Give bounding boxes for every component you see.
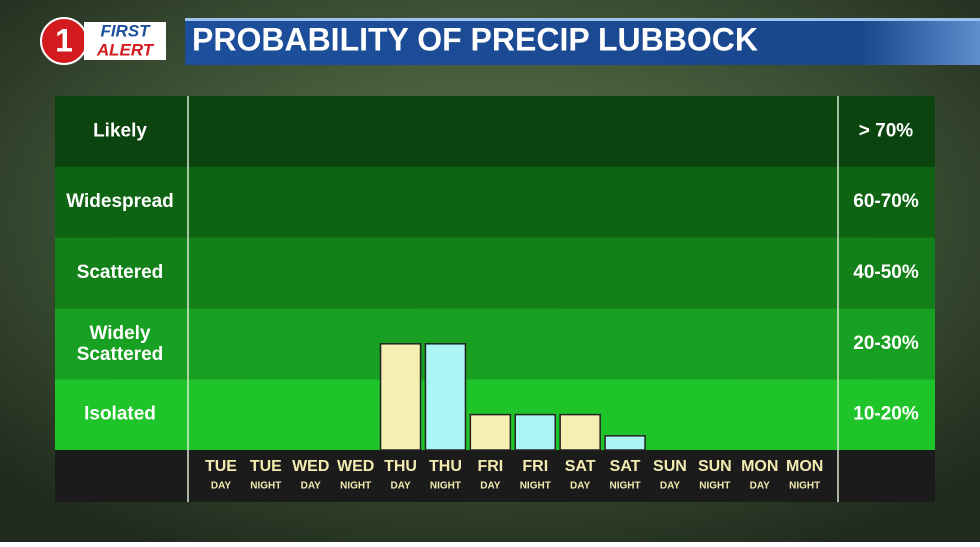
band-range: 40-50%: [853, 262, 919, 283]
category-sublabel: NIGHT: [609, 481, 640, 492]
band: [55, 96, 935, 167]
band-range: 10-20%: [853, 404, 919, 425]
category-label: THU: [384, 458, 417, 475]
category-sublabel: NIGHT: [520, 481, 551, 492]
category-sublabel: DAY: [480, 481, 501, 492]
category-sublabel: DAY: [750, 481, 771, 492]
category-sublabel: NIGHT: [250, 481, 281, 492]
band: [55, 166, 935, 238]
category-label: FRI: [477, 458, 503, 475]
title-bar: [185, 18, 980, 65]
category-strip: [55, 450, 935, 502]
category-label: TUE: [205, 458, 237, 475]
category-label: SAT: [565, 458, 596, 475]
category-sublabel: NIGHT: [699, 481, 730, 492]
bar: [424, 343, 467, 451]
category-label: SUN: [653, 458, 687, 475]
band-range: > 70%: [859, 120, 914, 141]
category-sublabel: DAY: [301, 481, 322, 492]
title-bar-edge: [185, 18, 980, 21]
category-sublabel: NIGHT: [789, 481, 820, 492]
logo-line2: ALERT: [96, 40, 155, 59]
category-label: MON: [786, 458, 823, 475]
category-label: TUE: [250, 458, 282, 475]
band-range: 60-70%: [853, 191, 919, 212]
category-sublabel: DAY: [660, 481, 681, 492]
category-sublabel: DAY: [211, 481, 232, 492]
category-sublabel: DAY: [570, 481, 591, 492]
band-name: Widely Scattered: [77, 323, 164, 365]
logo-number: 1: [55, 22, 73, 58]
title: PROBABILITY OF PRECIP LUBBOCK: [192, 21, 758, 57]
logo-line1: FIRST: [100, 21, 151, 40]
category-label: SAT: [610, 458, 641, 475]
band: [55, 308, 935, 380]
band-name: Likely: [93, 120, 147, 141]
bar: [469, 413, 512, 451]
category-label: FRI: [522, 458, 548, 475]
band-name: Scattered: [77, 262, 164, 283]
category-label: WED: [292, 458, 329, 475]
bar: [604, 435, 646, 451]
category-label: WED: [337, 458, 374, 475]
bar: [514, 413, 556, 451]
bar: [559, 413, 601, 451]
category-sublabel: DAY: [390, 481, 411, 492]
category-label: MON: [741, 458, 778, 475]
band: [55, 237, 935, 309]
band-name: Widespread: [66, 191, 174, 212]
band-range: 20-30%: [853, 333, 919, 354]
category-label: SUN: [698, 458, 732, 475]
band-name: Isolated: [84, 404, 156, 425]
category-sublabel: NIGHT: [430, 481, 461, 492]
bar: [379, 343, 422, 451]
category-sublabel: NIGHT: [340, 481, 371, 492]
logo-box: [84, 22, 166, 60]
category-label: THU: [429, 458, 462, 475]
